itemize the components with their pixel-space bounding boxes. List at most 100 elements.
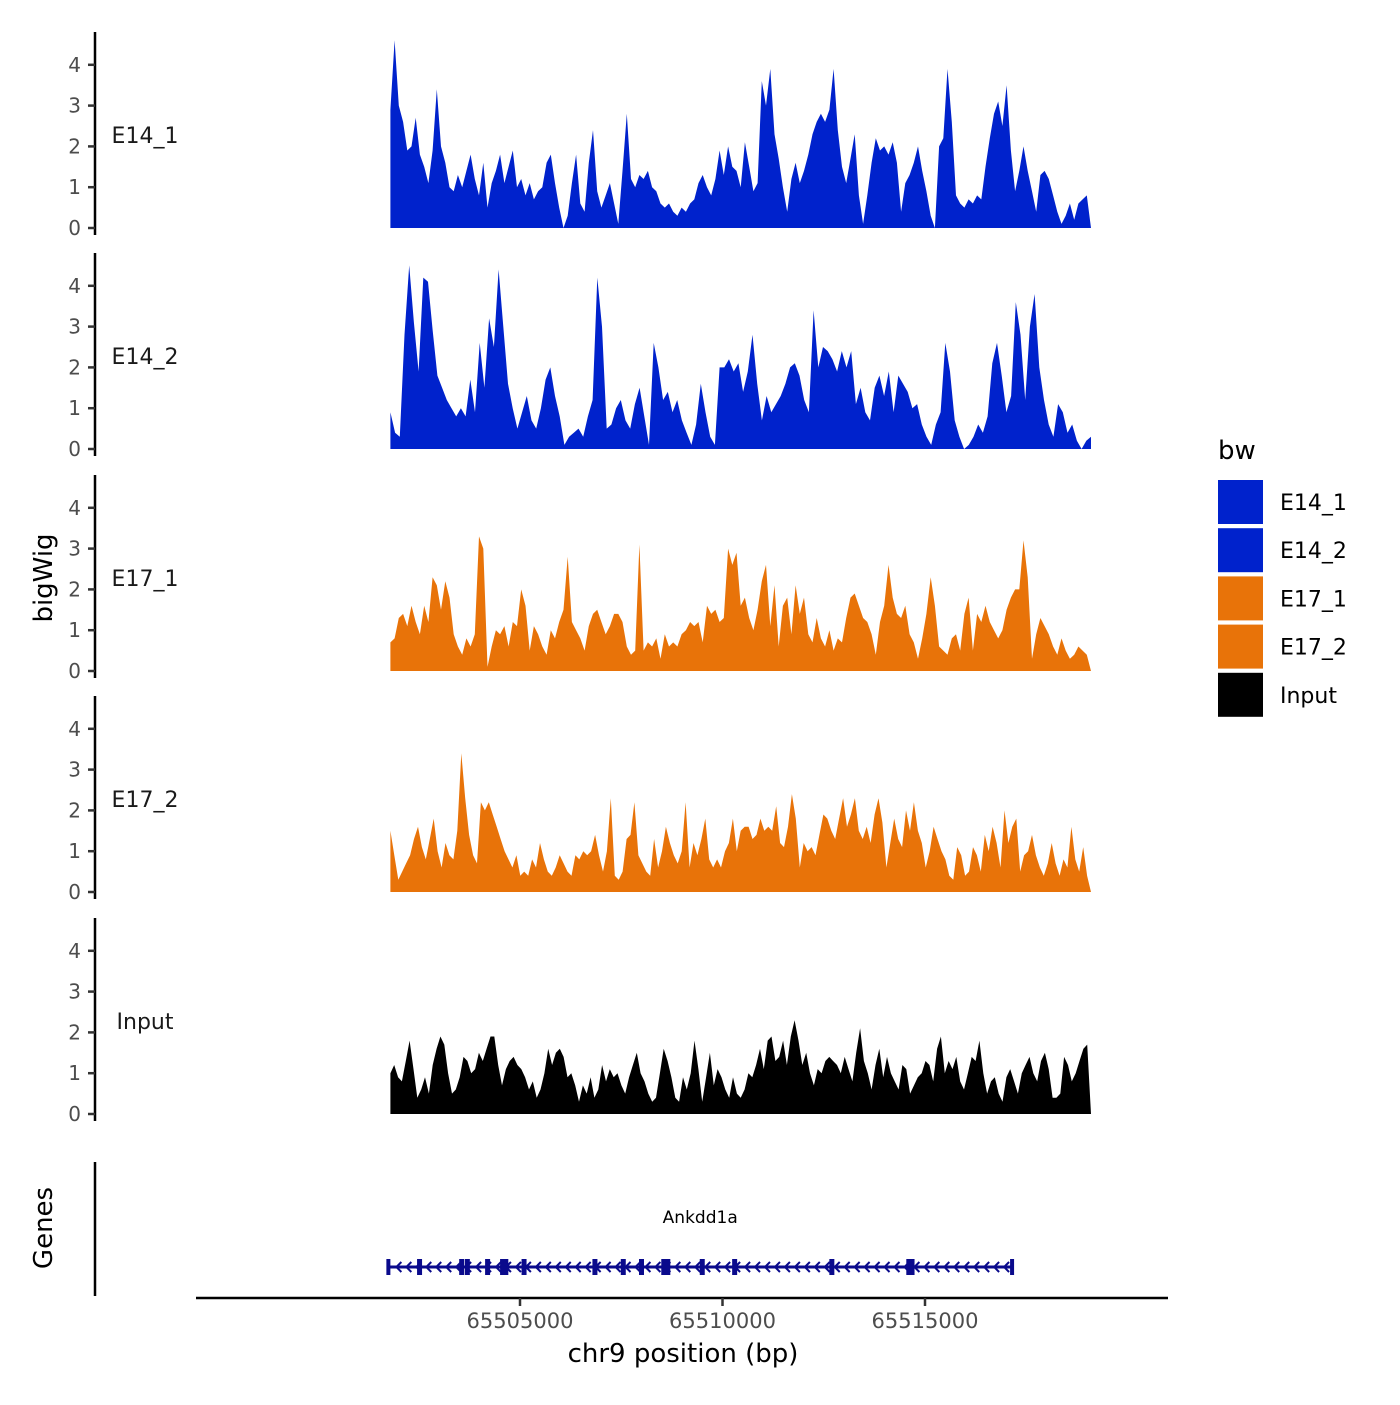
gene-strand-arrow [972, 1261, 980, 1273]
gene-exon [1010, 1259, 1015, 1275]
gene-strand-arrow [693, 1261, 701, 1273]
area-Input [390, 1020, 1091, 1114]
track-Input: 0 1 2 3 4 Input [68, 918, 1091, 1126]
track-E14_1: 0 1 2 3 4 E14_1 [68, 32, 1091, 240]
gene-strand-arrow [763, 1261, 771, 1273]
track-label: E14_1 [112, 124, 179, 149]
gene-exon [459, 1259, 465, 1275]
gene-name-label: Ankdd1a [663, 1208, 738, 1228]
gene-strand-arrow [793, 1261, 801, 1273]
gene-strand-arrow [653, 1261, 662, 1273]
gene-exon [503, 1259, 509, 1275]
gene-exon [699, 1259, 705, 1275]
gene-strand-arrow [564, 1261, 572, 1273]
track-label: E17_2 [112, 788, 179, 813]
gene-strand-arrow [952, 1261, 960, 1273]
y-tick-label: 1 [68, 1061, 81, 1085]
y-tick-label: 2 [68, 798, 81, 822]
y-tick-label: 0 [68, 1102, 81, 1126]
gene-strand-arrow [404, 1261, 413, 1273]
gene-strand-arrow [783, 1261, 791, 1273]
gene-strand-arrow [743, 1261, 751, 1273]
gene-exon [464, 1259, 470, 1275]
legend-swatch [1218, 576, 1263, 621]
legend-item-Input: Input [1218, 672, 1337, 717]
gene-strand-arrow [444, 1261, 452, 1273]
gene-strand-arrow [1002, 1261, 1010, 1273]
y-tick-label: 1 [68, 396, 81, 420]
area-E17_1 [390, 536, 1091, 671]
gene-strand-arrow [922, 1261, 931, 1273]
track-label: E17_1 [112, 567, 179, 592]
legend-label: E17_1 [1280, 587, 1347, 612]
area-E14_2 [390, 265, 1091, 449]
gene-strand-arrow [434, 1261, 442, 1273]
gene-exon [500, 1259, 506, 1275]
gene-strand-arrow [514, 1261, 522, 1273]
legend-item-E14_1: E14_1 [1218, 480, 1347, 524]
y-tick-label: 2 [68, 355, 81, 379]
gene-exon [665, 1259, 671, 1275]
y-tick-label: 3 [68, 980, 81, 1004]
gene-strand-arrow [942, 1261, 951, 1273]
tracks-layer: 0 1 2 3 4 E14_1 0 1 2 3 4 E14_2 0 1 2 3 4 E17_1 0 1 2 3 4 E17_2… [68, 32, 1091, 1126]
gene-strand-arrow [614, 1261, 622, 1273]
gene-strand-arrow [713, 1261, 721, 1273]
gene-exon [592, 1259, 598, 1275]
gene-exon [906, 1259, 912, 1275]
track-E14_2: 0 1 2 3 4 E14_2 [68, 253, 1091, 461]
y-tick-label: 2 [68, 134, 81, 158]
gene-strand-arrow [534, 1261, 542, 1273]
y-tick-label: 0 [68, 880, 81, 904]
gene-strand-arrow [813, 1261, 821, 1273]
area-E14_1 [390, 40, 1091, 228]
gene-strand-arrow [424, 1261, 432, 1273]
gene-exon [732, 1259, 738, 1275]
gene-strand-arrow [683, 1261, 691, 1273]
gene-strand-arrow [833, 1261, 841, 1273]
gene-strand-arrow [962, 1261, 970, 1273]
gene-exon [661, 1259, 667, 1275]
x-axis-title: chr9 position (bp) [568, 1339, 799, 1369]
gene-strand-arrow [992, 1261, 1000, 1273]
gene-strand-arrow [803, 1261, 811, 1273]
gene-exon [639, 1259, 644, 1275]
gene-strand-arrow [604, 1261, 612, 1273]
y-tick-label: 0 [68, 216, 81, 240]
y-tick-label: 3 [68, 758, 81, 782]
gene-strand-arrow [853, 1261, 861, 1273]
x-tick-label: 65505000 [467, 1309, 574, 1333]
x-tick-label: 65510000 [669, 1309, 776, 1333]
gene-strand-arrow [773, 1261, 781, 1273]
gene-strand-arrow [494, 1261, 502, 1273]
gene-exon [386, 1259, 391, 1275]
gene-strand-arrow [474, 1261, 482, 1273]
y-tick-label: 1 [68, 839, 81, 863]
y-tick-label: 4 [68, 939, 81, 963]
legend-item-E17_2: E17_2 [1218, 624, 1347, 669]
gene-strand-arrow [644, 1261, 652, 1273]
gene-track-title: Genes [29, 1187, 59, 1269]
x-tick-label: 65515000 [872, 1309, 979, 1333]
gene-strand-arrow [673, 1261, 682, 1273]
x-axis: 65505000 65510000 65515000 [196, 1296, 1168, 1333]
legend-item-E17_1: E17_1 [1218, 576, 1347, 621]
gene-strand-arrow [932, 1261, 941, 1273]
y-tick-label: 1 [68, 175, 81, 199]
gene-strand-arrow [843, 1261, 851, 1273]
y-tick-label: 3 [68, 537, 81, 561]
gene-exon [909, 1259, 915, 1275]
y-tick-label: 2 [68, 1020, 81, 1044]
gene-exon [620, 1259, 626, 1275]
legend-label: E17_2 [1280, 636, 1347, 661]
legend-label: E14_1 [1280, 491, 1347, 516]
gene-strand-arrow [394, 1261, 403, 1273]
gene-strand-arrow [883, 1261, 891, 1273]
legend-swatch [1218, 624, 1263, 669]
gene-exon [417, 1259, 423, 1275]
y-axis-title: bigWig [29, 533, 59, 622]
y-tick-label: 0 [68, 437, 81, 461]
legend-item-E14_2: E14_2 [1218, 528, 1347, 573]
